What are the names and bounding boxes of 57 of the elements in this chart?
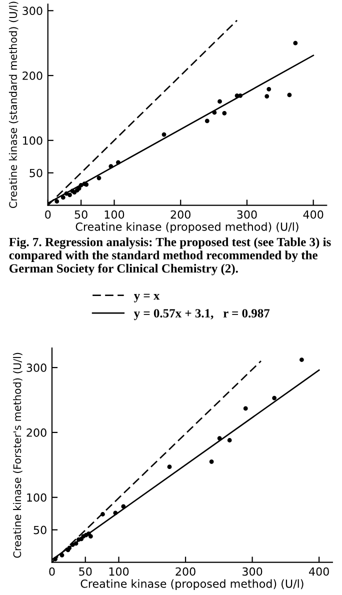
point	[100, 512, 105, 516]
point	[54, 199, 60, 204]
point	[217, 436, 222, 440]
x-tick-label: 0	[49, 567, 55, 576]
x-tick-label: 0	[45, 210, 51, 219]
x-tick-label: 100	[104, 210, 124, 219]
x-tick-label: 100	[109, 567, 129, 576]
x-tick-label: 200	[170, 210, 190, 219]
point	[212, 110, 217, 115]
point	[222, 110, 227, 116]
point	[88, 534, 93, 539]
point	[70, 542, 75, 547]
legend-label: y = 0.57x + 3.1, r = 0.987	[134, 309, 270, 320]
x-tick-label: 50	[79, 567, 92, 576]
point	[121, 504, 126, 509]
y-tick-label: 300	[22, 6, 42, 16]
x-tick-label: 400	[303, 210, 324, 219]
y-tick-label: 200	[22, 72, 42, 80]
y-tick-label: 50	[30, 168, 42, 178]
point	[293, 40, 298, 46]
point	[300, 358, 304, 362]
point	[204, 118, 210, 124]
point	[162, 132, 166, 137]
point	[74, 541, 78, 546]
point	[264, 94, 270, 98]
x-tick-label: 300	[237, 210, 257, 219]
point	[272, 396, 277, 400]
point	[167, 464, 172, 470]
point	[113, 510, 118, 516]
x-tick-label: 300	[242, 567, 262, 576]
point	[116, 160, 120, 165]
x-axis-title: Creatine kinase (proposed method) (U/l)	[80, 579, 304, 590]
point	[68, 192, 72, 198]
x-tick-label: 200	[176, 567, 196, 576]
caption: Fig. 7. Regression analysis: The proposed test (see Table 3) is compared with the standard method recommended by the German Society for Clinical Chemistry (2).	[9, 237, 331, 276]
x-axis-title: Creatine kinase (proposed method) (U/l)	[76, 222, 298, 234]
point	[60, 195, 66, 200]
y-tick-label: 100	[27, 493, 46, 502]
point	[227, 438, 232, 442]
point	[60, 552, 64, 558]
point	[209, 459, 214, 464]
y-axis-title: Creatine kinase (Forster's method) (U/l)	[13, 352, 22, 558]
point	[243, 406, 248, 411]
y-tick-label: 300	[26, 364, 46, 372]
point	[218, 99, 222, 104]
x-tick-label: 400	[309, 567, 329, 576]
x-tick-label: 50	[74, 210, 88, 219]
legend-label: y = x	[134, 294, 160, 302]
point	[266, 86, 272, 92]
y-tick-label: 200	[26, 428, 46, 437]
y-tick-label: 50	[34, 526, 46, 534]
point	[96, 176, 102, 180]
point	[108, 164, 114, 169]
point	[238, 93, 243, 98]
y-axis-title: Creatine kinase (standard method) (U/l)	[8, 2, 18, 208]
point	[287, 92, 292, 98]
y-tick-label: 100	[23, 136, 42, 145]
